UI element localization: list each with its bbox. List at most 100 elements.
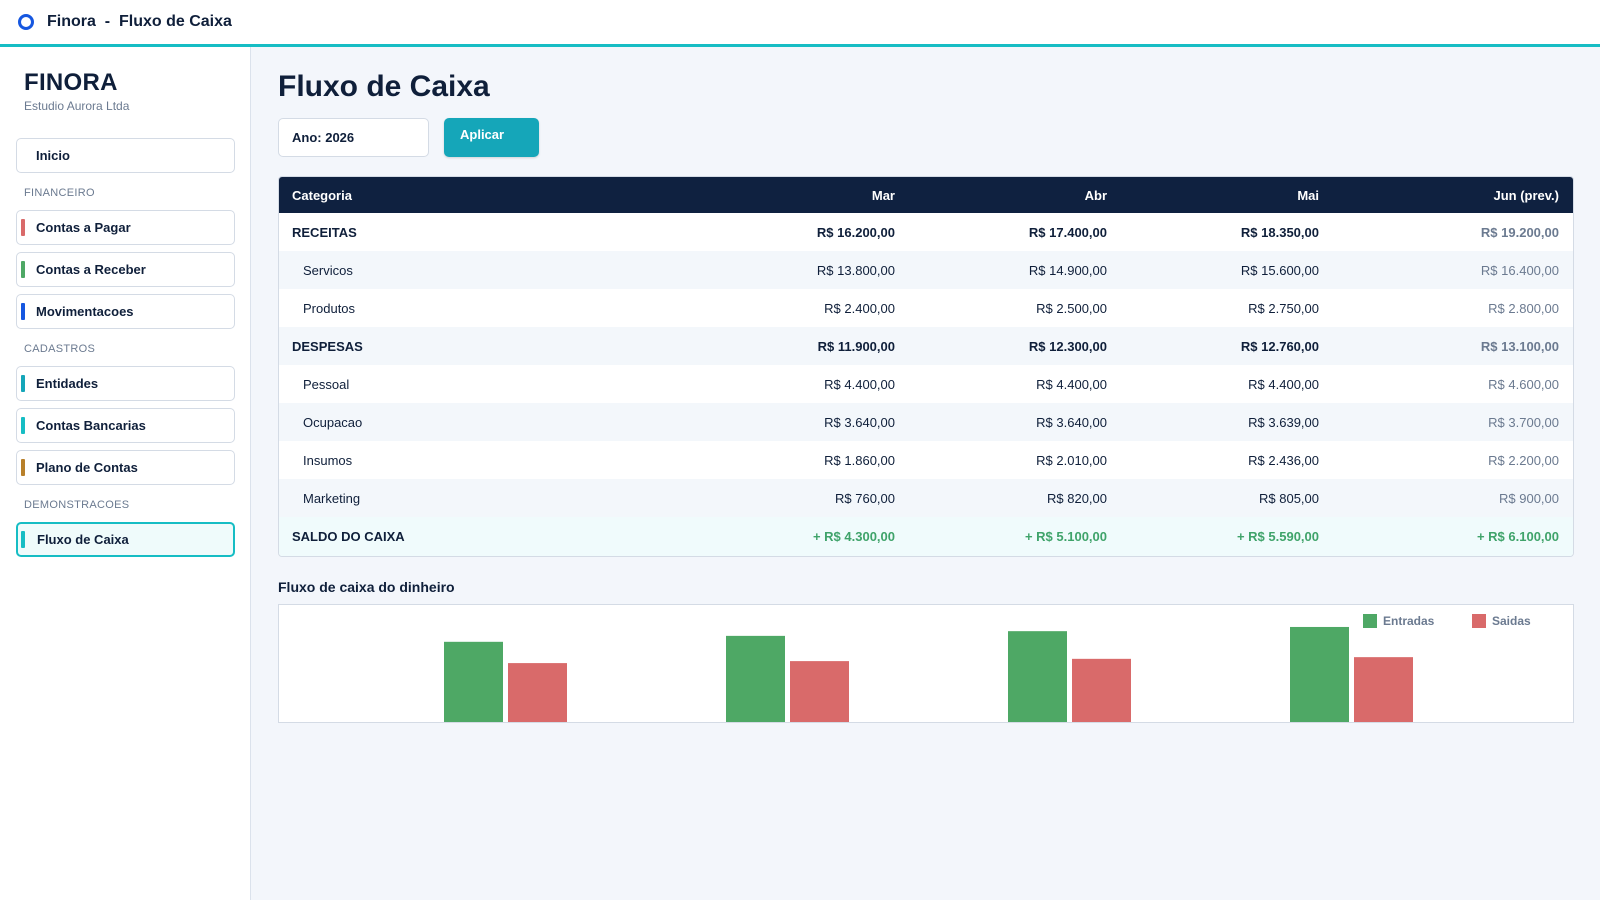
sidebar-item-label: Contas Bancarias	[36, 418, 146, 433]
sidebar-item-contas-bancarias[interactable]: Contas Bancarias	[16, 408, 235, 443]
row-category: Ocupacao	[303, 414, 363, 430]
sidebar-item-contas-a-receber[interactable]: Contas a Receber	[16, 252, 235, 287]
brand-name: FINORA	[24, 69, 118, 96]
cash-flow-table: Categoria Mar Abr Mai Jun (prev.) RECEIT…	[278, 176, 1574, 557]
cell-value: R$ 2.400,00	[824, 300, 895, 316]
sidebar-item-label: Plano de Contas	[36, 460, 138, 475]
section-cadastros: CADASTROS	[24, 343, 96, 355]
window-title: Finora - Fluxo de Caixa	[47, 13, 232, 30]
row-category: DESPESAS	[292, 338, 363, 354]
bar-entradas-3	[1290, 626, 1349, 722]
column-header-mar[interactable]: Mar	[871, 187, 895, 203]
column-header-categoria[interactable]: Categoria	[292, 187, 352, 203]
bar-entradas-2	[1008, 631, 1067, 722]
row-category: Insumos	[303, 452, 353, 468]
bar-saidas-0	[508, 663, 567, 722]
cell-value: R$ 4.400,00	[1036, 376, 1107, 392]
cell-value: R$ 12.760,00	[1240, 338, 1319, 354]
legend-label-saidas: Saidas	[1492, 614, 1531, 628]
row-category: RECEITAS	[292, 224, 357, 240]
chart-title: Fluxo de caixa do dinheiro	[278, 579, 455, 595]
cell-value: R$ 2.200,00	[1488, 452, 1559, 468]
bar-saidas-1	[790, 661, 849, 722]
table-row: Insumos R$ 1.860,00 R$ 2.010,00 R$ 2.436…	[279, 441, 1573, 479]
sidebar: FINORA Estudio Aurora Ltda Inicio FINANC…	[0, 47, 251, 900]
cell-value: R$ 13.800,00	[816, 262, 895, 278]
column-header-jun-prev[interactable]: Jun (prev.)	[1493, 187, 1560, 203]
color-indicator	[21, 261, 25, 278]
bar-entradas-1	[726, 635, 785, 722]
page-title: Fluxo de Caixa	[278, 70, 490, 103]
cell-value: R$ 4.600,00	[1488, 376, 1559, 392]
color-indicator	[21, 219, 25, 236]
cell-value: R$ 820,00	[1047, 490, 1107, 506]
year-field[interactable]	[278, 118, 429, 157]
cell-value: R$ 19.200,00	[1480, 224, 1559, 240]
sidebar-item-label: Movimentacoes	[36, 304, 134, 319]
cell-value: R$ 12.300,00	[1028, 338, 1107, 354]
table-header-row: Categoria Mar Abr Mai Jun (prev.)	[279, 177, 1573, 213]
sidebar-item-label: Inicio	[36, 148, 70, 163]
legend-label-entradas: Entradas	[1383, 614, 1435, 628]
bar-saidas-3	[1354, 657, 1413, 722]
table-row: Servicos R$ 13.800,00 R$ 14.900,00 R$ 15…	[279, 251, 1573, 289]
sidebar-item-inicio[interactable]: Inicio	[16, 138, 235, 173]
row-category: Servicos	[303, 262, 353, 278]
cell-value: R$ 13.100,00	[1480, 338, 1559, 354]
cell-value: R$ 14.900,00	[1028, 262, 1107, 278]
sidebar-item-label: Entidades	[36, 376, 99, 391]
sidebar-item-fluxo-de-caixa[interactable]: Fluxo de Caixa	[16, 522, 235, 557]
cell-value: R$ 4.400,00	[1248, 376, 1319, 392]
sidebar-item-entidades[interactable]: Entidades	[16, 366, 235, 401]
cell-value: R$ 16.400,00	[1480, 262, 1559, 278]
cell-value: R$ 17.400,00	[1028, 224, 1107, 240]
column-header-mai[interactable]: Mai	[1297, 187, 1319, 203]
table-row: Marketing R$ 760,00 R$ 820,00 R$ 805,00 …	[279, 479, 1573, 517]
cell-value: R$ 2.436,00	[1248, 452, 1319, 468]
cell-value: R$ 2.750,00	[1248, 300, 1319, 316]
cell-value: + R$ 5.100,00	[1024, 529, 1107, 544]
sidebar-item-plano-de-contas[interactable]: Plano de Contas	[16, 450, 235, 485]
app-circle-icon	[18, 14, 34, 30]
section-financeiro: FINANCEIRO	[24, 187, 95, 199]
cell-value: R$ 1.860,00	[824, 452, 895, 468]
color-indicator	[21, 303, 25, 320]
cell-value: R$ 2.010,00	[1036, 452, 1107, 468]
cell-value: R$ 2.800,00	[1488, 300, 1559, 316]
color-indicator	[21, 417, 25, 434]
sidebar-item-movimentacoes[interactable]: Movimentacoes	[16, 294, 235, 329]
cell-value: R$ 805,00	[1259, 490, 1319, 506]
section-demonstracoes: DEMONSTRACOES	[24, 499, 130, 511]
cell-value: R$ 900,00	[1499, 490, 1559, 506]
table-row: Ocupacao R$ 3.640,00 R$ 3.640,00 R$ 3.63…	[279, 403, 1573, 441]
cell-value: R$ 16.200,00	[816, 224, 895, 240]
column-header-abr[interactable]: Abr	[1084, 187, 1107, 203]
table-row: Produtos R$ 2.400,00 R$ 2.500,00 R$ 2.75…	[279, 289, 1573, 327]
legend-swatch-saidas	[1472, 614, 1486, 628]
cell-value: R$ 3.639,00	[1248, 414, 1319, 430]
cell-value: R$ 15.600,00	[1240, 262, 1319, 278]
table-row-receitas: RECEITAS R$ 16.200,00 R$ 17.400,00 R$ 18…	[279, 213, 1573, 251]
color-indicator	[21, 531, 25, 548]
table-row-despesas: DESPESAS R$ 11.900,00 R$ 12.300,00 R$ 12…	[279, 327, 1573, 365]
company-name: Estudio Aurora Ltda	[24, 99, 130, 113]
chart-canvas: Entradas Saidas	[444, 614, 1531, 722]
title-bar: Finora - Fluxo de Caixa	[0, 0, 1600, 47]
cell-value: R$ 3.700,00	[1488, 414, 1559, 430]
cell-value: + R$ 5.590,00	[1236, 529, 1319, 544]
row-category: Marketing	[303, 490, 361, 506]
color-indicator	[21, 459, 25, 476]
apply-button[interactable]: Aplicar	[444, 118, 539, 157]
color-indicator	[21, 375, 25, 392]
cell-value: R$ 4.400,00	[824, 376, 895, 392]
sidebar-item-contas-a-pagar[interactable]: Contas a Pagar	[16, 210, 235, 245]
legend-swatch-entradas	[1363, 614, 1377, 628]
bar-saidas-2	[1072, 658, 1131, 722]
table-row-saldo: SALDO DO CAIXA + R$ 4.300,00 + R$ 5.100,…	[279, 517, 1573, 556]
cell-value: + R$ 6.100,00	[1476, 529, 1559, 544]
sidebar-item-label: Contas a Pagar	[36, 220, 131, 235]
cell-value: R$ 2.500,00	[1036, 300, 1107, 316]
cell-value: R$ 11.900,00	[817, 338, 895, 354]
cell-value: R$ 18.350,00	[1240, 224, 1319, 240]
cell-value: + R$ 4.300,00	[812, 529, 895, 544]
